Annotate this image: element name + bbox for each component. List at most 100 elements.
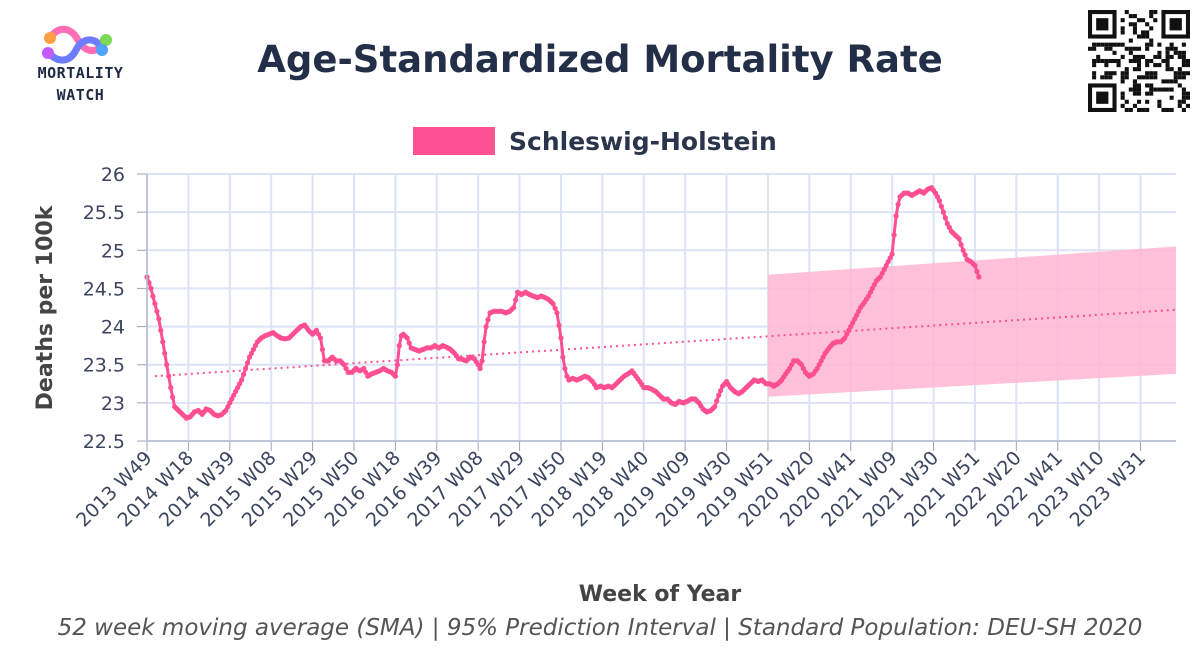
qr-module [1116,42,1121,47]
qr-module [1088,46,1093,51]
qr-module [1149,26,1154,31]
qr-module [1157,87,1162,92]
series-point [940,209,947,215]
chart-title: Age-Standardized Mortality Rate [257,38,943,81]
series-point [936,198,943,204]
qr-module [1092,46,1097,51]
qr-code [1088,10,1190,112]
series-point [156,316,162,322]
qr-module [1161,79,1166,84]
legend-label: Schleswig-Holstein [509,126,777,156]
series-point [562,365,568,372]
qr-module [1120,75,1125,80]
qr-module [1128,107,1133,112]
series-point [962,252,968,258]
qr-module [1141,30,1146,35]
qr-module [1177,99,1182,104]
qr-module [1136,75,1142,80]
qr-module [1145,91,1150,96]
series-point [150,293,156,299]
series-point [243,365,249,372]
qr-module [1177,103,1182,108]
series-point [166,373,172,379]
qr-module [1136,83,1142,88]
series-point [154,308,160,314]
qr-module [1181,95,1186,100]
qr-module [1120,30,1125,35]
series-point [958,242,964,248]
qr-module [1181,87,1186,92]
logo-text-line2: WATCH [56,86,105,104]
qr-module [1165,58,1170,64]
qr-module [1128,46,1133,51]
qr-module [1161,58,1166,64]
series-point [319,346,325,353]
qr-module [1136,34,1142,39]
qr-module [1157,63,1162,68]
series-point [972,262,978,269]
qr-module [1181,42,1186,47]
series-point [716,392,722,398]
qr-module [1132,54,1137,59]
series-point [227,400,233,406]
qr-module [1128,38,1133,43]
qr-module [1136,58,1142,64]
series-point [714,398,720,404]
qr-module [1149,42,1154,47]
x-axis-title: Week of Year [579,582,742,607]
series-point [239,377,245,383]
qr-module [1120,26,1125,31]
qr-module [1128,14,1133,19]
series-point [552,305,558,311]
qr-module [1181,50,1186,55]
qr-module [1124,99,1129,104]
qr-module [1108,46,1113,51]
y-tick-label: 26 [101,164,125,186]
qr-module [1181,54,1186,59]
qr-module [1145,42,1150,47]
series-point [160,339,166,345]
series-point [560,354,566,360]
qr-module [1120,95,1125,100]
qr-module [1165,54,1170,59]
qr-module [1104,58,1109,64]
qr-module [1145,83,1150,88]
y-tick-label: 24 [101,317,125,339]
qr-finder-core [1169,18,1182,31]
series-point [158,327,164,333]
qr-module [1124,10,1129,15]
qr-module [1169,95,1174,100]
qr-module [1181,99,1186,104]
qr-module [1128,22,1133,27]
qr-module [1181,107,1186,112]
series-point [392,373,398,379]
series-point [550,301,556,307]
qr-module [1112,58,1117,64]
qr-module [1120,18,1125,23]
qr-module [1153,10,1158,15]
qr-module [1145,46,1150,51]
series-point [865,293,872,299]
series-point [168,385,174,391]
series-point [893,213,899,219]
qr-module [1120,54,1125,59]
qr-module [1112,42,1117,47]
qr-module [1132,87,1137,92]
qr-module [1136,87,1142,92]
qr-module [1173,71,1178,76]
qr-module [1177,54,1182,59]
qr-module [1149,71,1154,76]
qr-module [1165,67,1170,72]
qr-module [1165,107,1170,112]
qr-module [1128,87,1133,92]
qr-module [1165,87,1170,92]
series-point [889,251,895,257]
qr-module [1120,91,1125,96]
qr-module [1120,42,1125,47]
qr-module [1141,18,1146,23]
qr-module [1136,63,1142,68]
series-point [363,369,369,375]
qr-module [1136,46,1142,51]
qr-module [1136,91,1142,96]
